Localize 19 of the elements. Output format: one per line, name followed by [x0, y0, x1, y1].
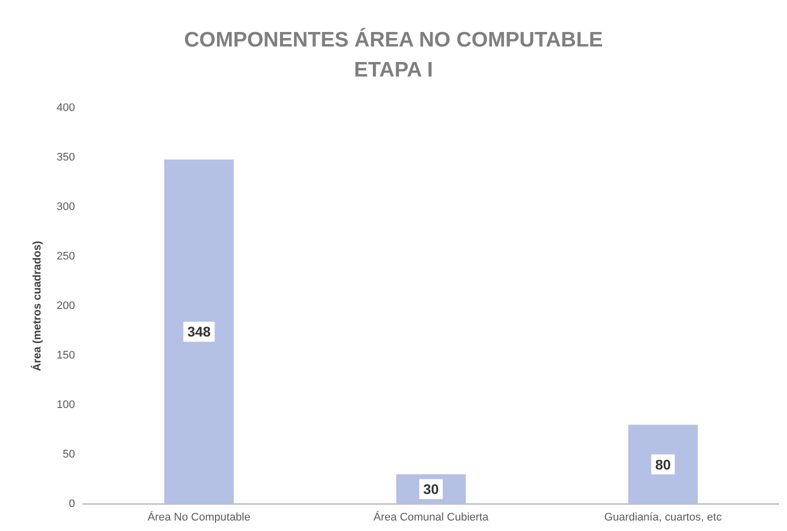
- data-label: 80: [655, 456, 671, 472]
- y-tick-label: 350: [56, 152, 75, 164]
- x-tick-label: Área Comunal Cubierta: [374, 510, 490, 524]
- y-tick-label: 300: [56, 201, 75, 213]
- data-label: 30: [423, 481, 439, 498]
- y-tick-label: 250: [56, 250, 75, 262]
- x-tick-label: Área No Computable: [148, 510, 250, 524]
- y-tick-label: 400: [56, 102, 75, 114]
- y-tick-label: 200: [56, 300, 75, 312]
- bar: [164, 159, 234, 504]
- y-tick-label: 50: [62, 448, 75, 460]
- bar: [628, 424, 698, 504]
- x-tick-label: Guardianía, cuartos, etc: [604, 512, 722, 524]
- y-tick-label: 100: [56, 399, 75, 411]
- data-label: 348: [187, 324, 211, 340]
- y-tick-label: 150: [56, 350, 75, 362]
- y-tick-label: 0: [68, 498, 75, 510]
- y-axis-title: Área (metros cuadrados): [30, 240, 44, 372]
- chart-title: COMPONENTES ÁREA NO COMPUTABLE ETAPA I: [184, 28, 603, 82]
